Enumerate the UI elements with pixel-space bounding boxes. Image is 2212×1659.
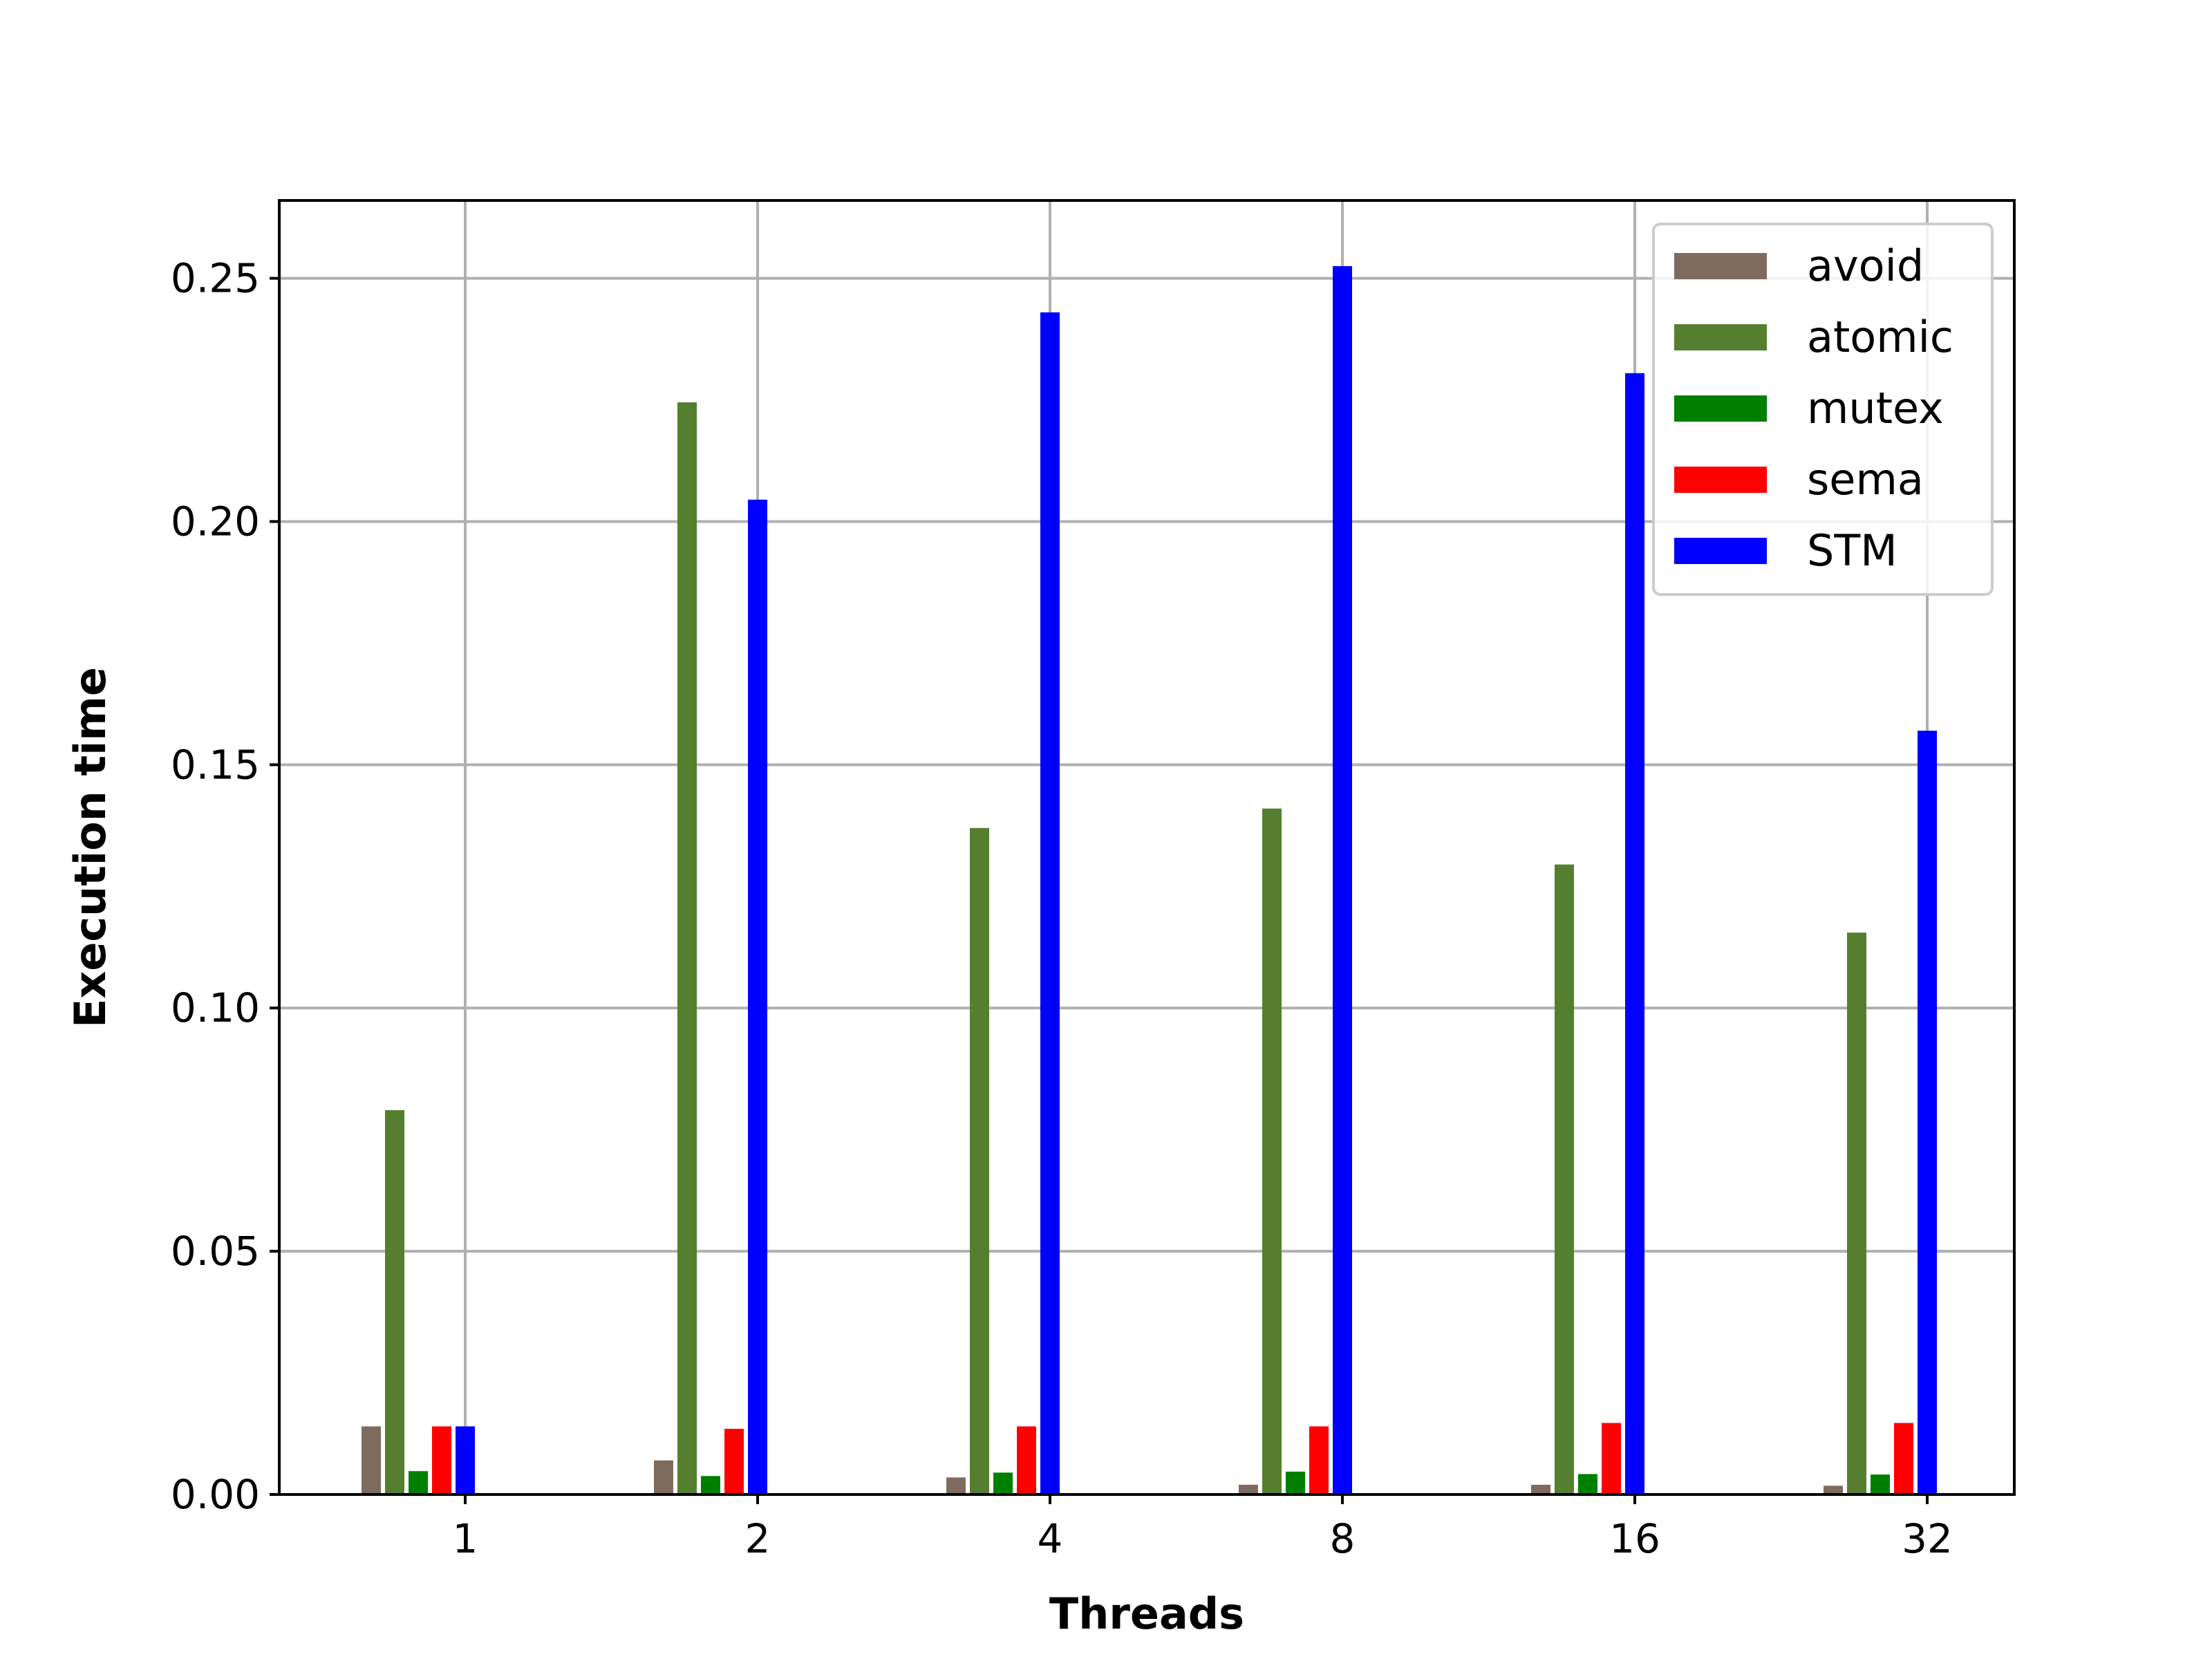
bar-stm-1 [456, 1426, 475, 1494]
bar-mutex-1 [409, 1471, 428, 1494]
bar-avoid-4 [946, 1477, 966, 1494]
x-tick-label: 2 [745, 1515, 771, 1562]
bar-mutex-8 [1286, 1471, 1305, 1494]
bar-avoid-1 [362, 1426, 381, 1494]
bar-sema-32 [1894, 1423, 1913, 1494]
bar-avoid-32 [1824, 1485, 1843, 1494]
bar-mutex-2 [701, 1476, 720, 1494]
x-tick-label: 4 [1038, 1515, 1063, 1562]
bar-avoid-8 [1239, 1484, 1258, 1494]
bar-avoid-16 [1531, 1484, 1550, 1494]
bar-sema-16 [1602, 1423, 1621, 1494]
bar-atomic-4 [970, 827, 989, 1494]
x-tick-label: 1 [453, 1515, 478, 1562]
x-tick-label: 16 [1609, 1515, 1660, 1562]
bar-mutex-4 [993, 1472, 1013, 1494]
legend-label-mutex: mutex [1807, 383, 1944, 433]
legend-label-atomic: atomic [1807, 312, 1953, 362]
axis-ticks: 0.00 0.05 0.10 0.15 0.20 0.25 1 2 4 8 16 32 [171, 255, 1953, 1562]
plot-frame [278, 199, 2016, 1496]
bar-atomic-32 [1847, 932, 1866, 1494]
y-tick-label: 0.25 [171, 255, 260, 302]
bars [362, 266, 1937, 1495]
legend-label-sema: sema [1807, 454, 1924, 505]
bar-atomic-8 [1262, 808, 1282, 1494]
legend-box [1652, 223, 1994, 596]
bar-stm-32 [1918, 731, 1937, 1494]
y-axis-title: Execution time [65, 667, 115, 1028]
bar-sema-2 [724, 1428, 744, 1494]
x-tick-label: 32 [1902, 1515, 1953, 1562]
legend-swatch-atomic [1674, 324, 1767, 350]
bar-atomic-2 [677, 402, 697, 1494]
bar-sema-1 [432, 1426, 451, 1494]
y-tick-label: 0.10 [171, 984, 260, 1031]
x-tick-label: 8 [1330, 1515, 1356, 1562]
legend: avoid atomic mutex sema STM [1652, 223, 1994, 596]
bar-sema-4 [1017, 1426, 1036, 1494]
legend-swatch-stm [1674, 538, 1767, 564]
bar-avoid-2 [654, 1460, 673, 1494]
bar-atomic-16 [1555, 864, 1574, 1494]
bar-stm-16 [1625, 373, 1644, 1494]
legend-swatch-sema [1674, 467, 1767, 493]
bar-stm-4 [1040, 312, 1060, 1495]
legend-swatch-mutex [1674, 395, 1767, 422]
bar-mutex-16 [1578, 1474, 1597, 1494]
bar-mutex-32 [1871, 1474, 1890, 1494]
y-tick-label: 0.20 [171, 498, 260, 545]
y-tick-label: 0.15 [171, 741, 260, 788]
legend-label-stm: STM [1807, 525, 1897, 576]
bar-sema-8 [1309, 1426, 1329, 1494]
bar-stm-8 [1333, 266, 1352, 1494]
bar-stm-2 [748, 499, 767, 1494]
legend-label-avoid: avoid [1807, 241, 1924, 291]
bar-atomic-1 [385, 1110, 404, 1494]
x-axis-title: Threads [1049, 1588, 1244, 1639]
y-tick-label: 0.05 [171, 1228, 260, 1275]
y-tick-label: 0.00 [171, 1471, 260, 1518]
legend-swatch-avoid [1674, 253, 1767, 279]
